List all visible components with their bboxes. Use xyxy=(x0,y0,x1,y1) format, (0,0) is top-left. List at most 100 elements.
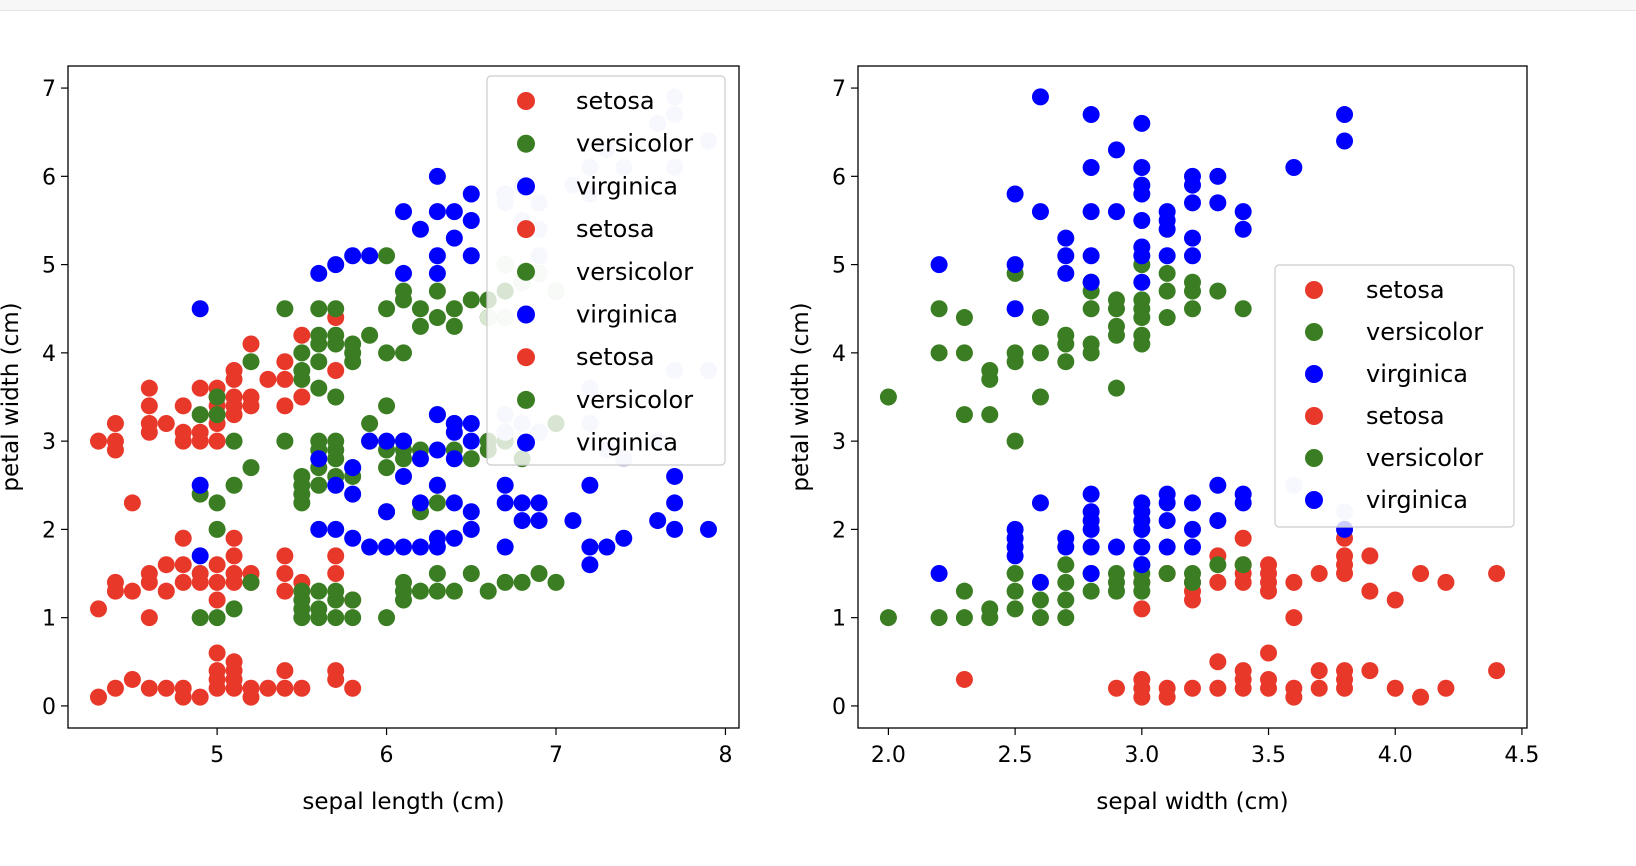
point-setosa xyxy=(140,379,158,397)
point-virginica xyxy=(1082,565,1100,583)
point-versicolor xyxy=(225,600,243,618)
legend-marker xyxy=(1305,323,1323,341)
point-virginica xyxy=(411,220,429,238)
y-axis-label: petal width (cm) xyxy=(788,302,814,491)
point-setosa xyxy=(1285,573,1303,591)
point-virginica xyxy=(1133,538,1151,556)
point-versicolor xyxy=(344,591,362,609)
point-versicolor xyxy=(208,494,226,512)
point-virginica xyxy=(1285,159,1303,177)
legend: setosa versicolor virginica setosa versicolo… xyxy=(486,75,726,466)
point-virginica xyxy=(462,432,480,450)
point-setosa xyxy=(293,679,311,697)
point-setosa xyxy=(140,565,158,583)
point-versicolor xyxy=(428,282,446,300)
point-setosa xyxy=(225,547,243,565)
legend-marker xyxy=(517,390,535,409)
y-tick-label: 2 xyxy=(832,518,846,543)
point-virginica xyxy=(1336,106,1354,124)
point-versicolor xyxy=(1006,344,1024,362)
y-tick-label: 0 xyxy=(42,695,56,720)
point-versicolor xyxy=(955,344,973,362)
x-axis-label: sepal length (cm) xyxy=(302,789,504,815)
legend-box xyxy=(1274,264,1515,528)
point-virginica xyxy=(1158,247,1176,265)
legend-label: setosa xyxy=(1366,402,1445,430)
point-virginica xyxy=(428,264,446,282)
point-virginica xyxy=(445,203,463,221)
point-versicolor xyxy=(879,609,897,627)
point-versicolor xyxy=(225,432,243,450)
point-versicolor xyxy=(242,573,260,591)
point-virginica xyxy=(1209,194,1227,212)
point-setosa xyxy=(208,644,226,662)
point-virginica xyxy=(445,423,463,441)
y-tick-label: 4 xyxy=(832,342,846,367)
point-virginica xyxy=(310,450,328,468)
point-setosa xyxy=(1260,670,1278,688)
point-versicolor xyxy=(208,609,226,627)
point-virginica xyxy=(428,538,446,556)
legend-marker xyxy=(1305,491,1323,509)
point-versicolor xyxy=(1006,565,1024,583)
point-versicolor xyxy=(310,582,328,600)
legend-marker xyxy=(517,348,535,367)
point-virginica xyxy=(530,512,548,530)
point-virginica xyxy=(666,467,684,485)
point-virginica xyxy=(1082,159,1100,177)
point-virginica xyxy=(1184,229,1201,247)
point-virginica xyxy=(530,494,548,512)
point-setosa xyxy=(276,662,294,680)
point-versicolor xyxy=(1057,591,1075,609)
legend: setosa versicolor virginica setosa versicolo… xyxy=(1274,264,1515,528)
point-virginica xyxy=(1133,238,1151,256)
y-tick-label: 1 xyxy=(42,607,56,632)
point-setosa xyxy=(225,653,243,671)
point-virginica xyxy=(615,529,633,547)
point-versicolor xyxy=(530,565,548,583)
point-versicolor xyxy=(1184,300,1201,318)
point-virginica xyxy=(191,547,209,565)
point-setosa xyxy=(191,379,209,397)
point-virginica xyxy=(361,247,379,265)
point-virginica xyxy=(1107,141,1125,159)
point-virginica xyxy=(1057,247,1075,265)
point-versicolor xyxy=(344,609,362,627)
point-virginica xyxy=(930,256,948,274)
point-virginica xyxy=(428,247,446,265)
legend-label: setosa xyxy=(576,343,655,371)
legend-label: virginica xyxy=(576,301,678,329)
point-versicolor xyxy=(1107,317,1125,335)
notebook-output-top-border xyxy=(0,0,1636,11)
point-virginica xyxy=(1082,538,1100,556)
point-virginica xyxy=(462,414,480,432)
legend-label: virginica xyxy=(1366,486,1468,514)
y-tick-label: 4 xyxy=(42,342,56,367)
point-virginica xyxy=(649,512,667,530)
point-versicolor xyxy=(445,582,463,600)
point-virginica xyxy=(428,167,446,185)
point-setosa xyxy=(157,582,175,600)
y-axis-label: petal width (cm) xyxy=(0,302,24,491)
point-versicolor xyxy=(1031,591,1049,609)
x-tick-label: 3.0 xyxy=(1124,743,1159,768)
point-virginica xyxy=(1234,220,1252,238)
point-versicolor xyxy=(310,600,328,618)
point-virginica xyxy=(1006,300,1024,318)
point-versicolor xyxy=(428,565,446,583)
point-versicolor xyxy=(496,573,514,591)
point-virginica xyxy=(1133,159,1151,177)
point-versicolor xyxy=(208,406,226,424)
point-virginica xyxy=(1082,273,1100,291)
point-setosa xyxy=(242,335,260,353)
y-tick-label: 6 xyxy=(42,165,56,190)
point-setosa xyxy=(208,573,226,591)
point-versicolor xyxy=(1057,353,1075,371)
point-versicolor xyxy=(378,300,396,318)
point-setosa xyxy=(225,529,243,547)
point-virginica xyxy=(1082,247,1100,265)
point-versicolor xyxy=(1057,573,1075,591)
point-virginica xyxy=(1234,203,1252,221)
point-virginica xyxy=(1082,503,1100,521)
point-virginica xyxy=(1006,185,1024,203)
